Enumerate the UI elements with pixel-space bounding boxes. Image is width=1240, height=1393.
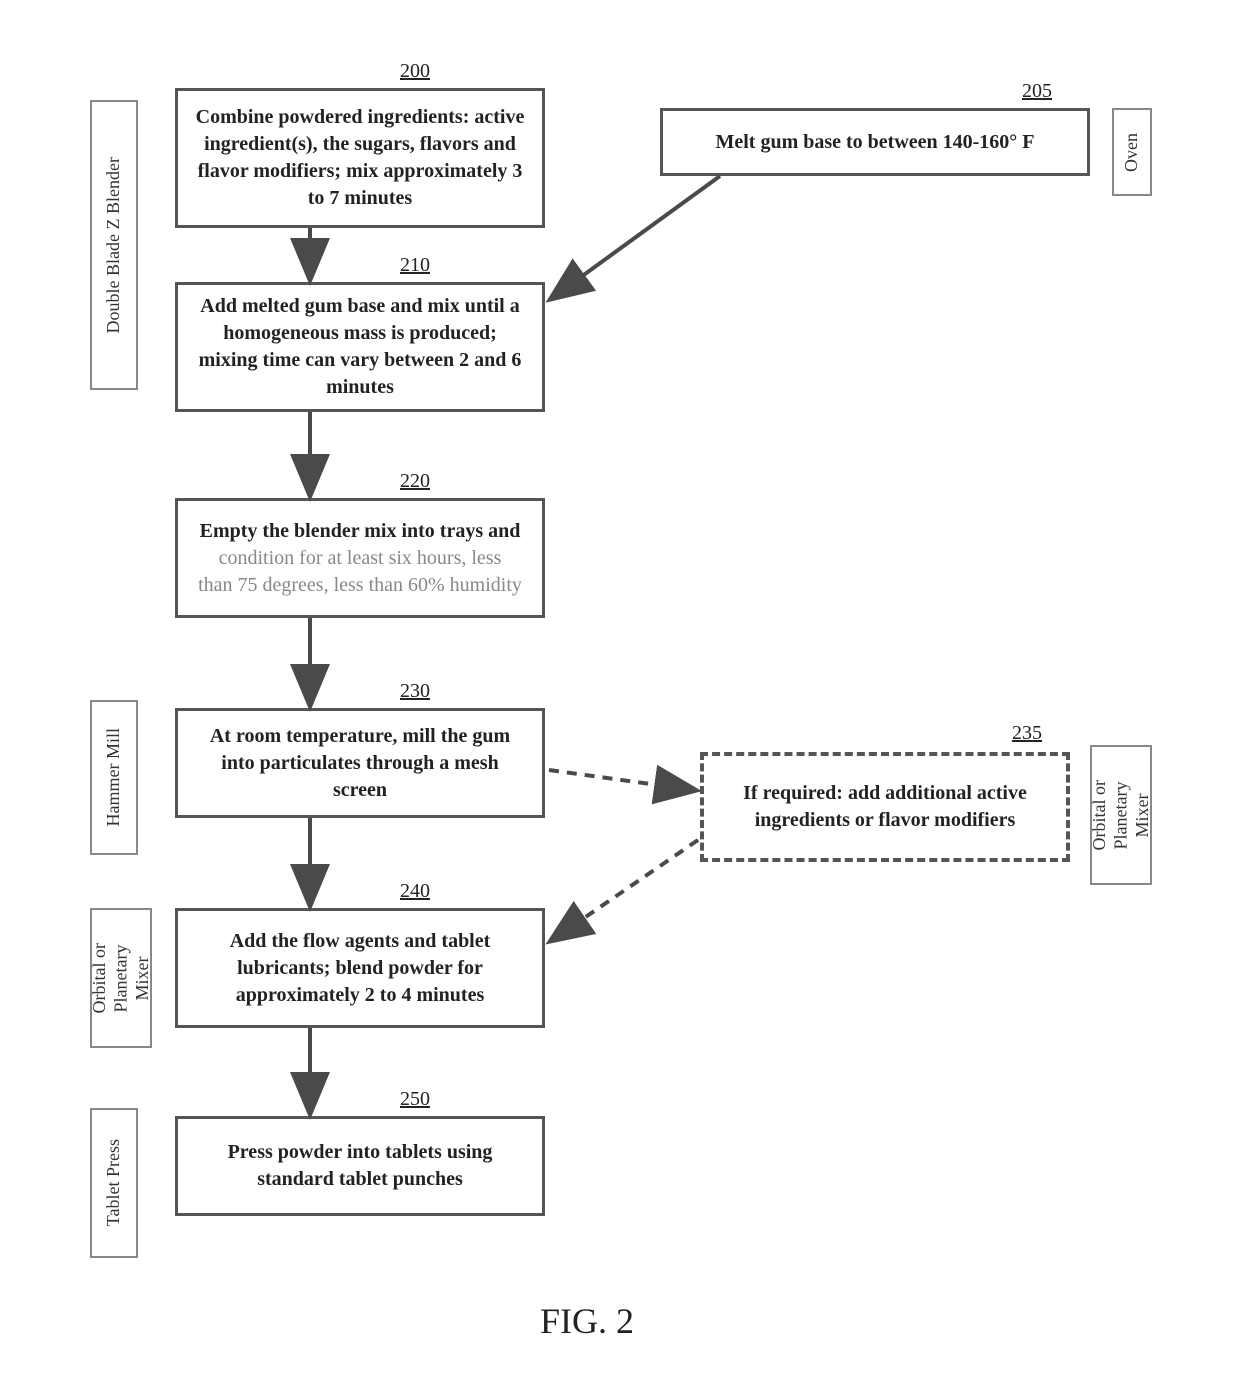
- ref-240: 240: [400, 880, 430, 903]
- arrow-205-210: [552, 176, 720, 298]
- node-235-text: If required: add additional active ingre…: [718, 780, 1052, 834]
- node-240-text: Add the flow agents and tablet lubricant…: [192, 928, 528, 1009]
- equip-mixer-right-label: Orbital or Planetary Mixer: [1089, 780, 1154, 850]
- ref-235: 235: [1012, 722, 1042, 745]
- node-220: Empty the blender mix into trays and con…: [175, 498, 545, 618]
- node-205: Melt gum base to between 140-160° F: [660, 108, 1090, 176]
- ref-210: 210: [400, 254, 430, 277]
- node-220-line2: condition for at least six hours, less: [219, 547, 502, 569]
- equip-hammer-mill: Hammer Mill: [90, 700, 138, 855]
- ref-205: 205: [1022, 80, 1052, 103]
- equip-mixer-right: Orbital or Planetary Mixer: [1090, 745, 1152, 885]
- node-205-text: Melt gum base to between 140-160° F: [715, 129, 1034, 156]
- figure-label: FIG. 2: [540, 1300, 634, 1342]
- node-220-text: Empty the blender mix into trays and con…: [198, 518, 522, 599]
- equip-oven: Oven: [1112, 108, 1152, 196]
- equip-oven-label: Oven: [1121, 133, 1143, 172]
- flowchart-canvas: Double Blade Z Blender Oven Hammer Mill …: [0, 0, 1240, 1393]
- node-210-text: Add melted gum base and mix until a homo…: [192, 293, 528, 401]
- node-250: Press powder into tablets using standard…: [175, 1116, 545, 1216]
- node-220-line1: Empty the blender mix into trays and: [200, 520, 521, 542]
- ref-230: 230: [400, 680, 430, 703]
- equip-tablet-press: Tablet Press: [90, 1108, 138, 1258]
- node-200-text: Combine powdered ingredients: active ing…: [192, 104, 528, 212]
- node-235: If required: add additional active ingre…: [700, 752, 1070, 862]
- equip-tablet-press-label: Tablet Press: [103, 1139, 125, 1226]
- equip-blender: Double Blade Z Blender: [90, 100, 138, 390]
- ref-220: 220: [400, 470, 430, 493]
- node-230-text: At room temperature, mill the gum into p…: [192, 723, 528, 804]
- arrow-230-235: [549, 770, 694, 790]
- arrow-235-240: [552, 840, 698, 940]
- node-220-line3: than 75 degrees, less than 60% humidity: [198, 574, 522, 596]
- equip-blender-label: Double Blade Z Blender: [103, 157, 125, 333]
- ref-200: 200: [400, 60, 430, 83]
- equip-hammer-mill-label: Hammer Mill: [103, 728, 125, 826]
- node-200: Combine powdered ingredients: active ing…: [175, 88, 545, 228]
- equip-mixer-left: Orbital or Planetary Mixer: [90, 908, 152, 1048]
- node-210: Add melted gum base and mix until a homo…: [175, 282, 545, 412]
- node-240: Add the flow agents and tablet lubricant…: [175, 908, 545, 1028]
- ref-250: 250: [400, 1088, 430, 1111]
- node-250-text: Press powder into tablets using standard…: [192, 1139, 528, 1193]
- equip-mixer-left-label: Orbital or Planetary Mixer: [89, 943, 154, 1013]
- node-230: At room temperature, mill the gum into p…: [175, 708, 545, 818]
